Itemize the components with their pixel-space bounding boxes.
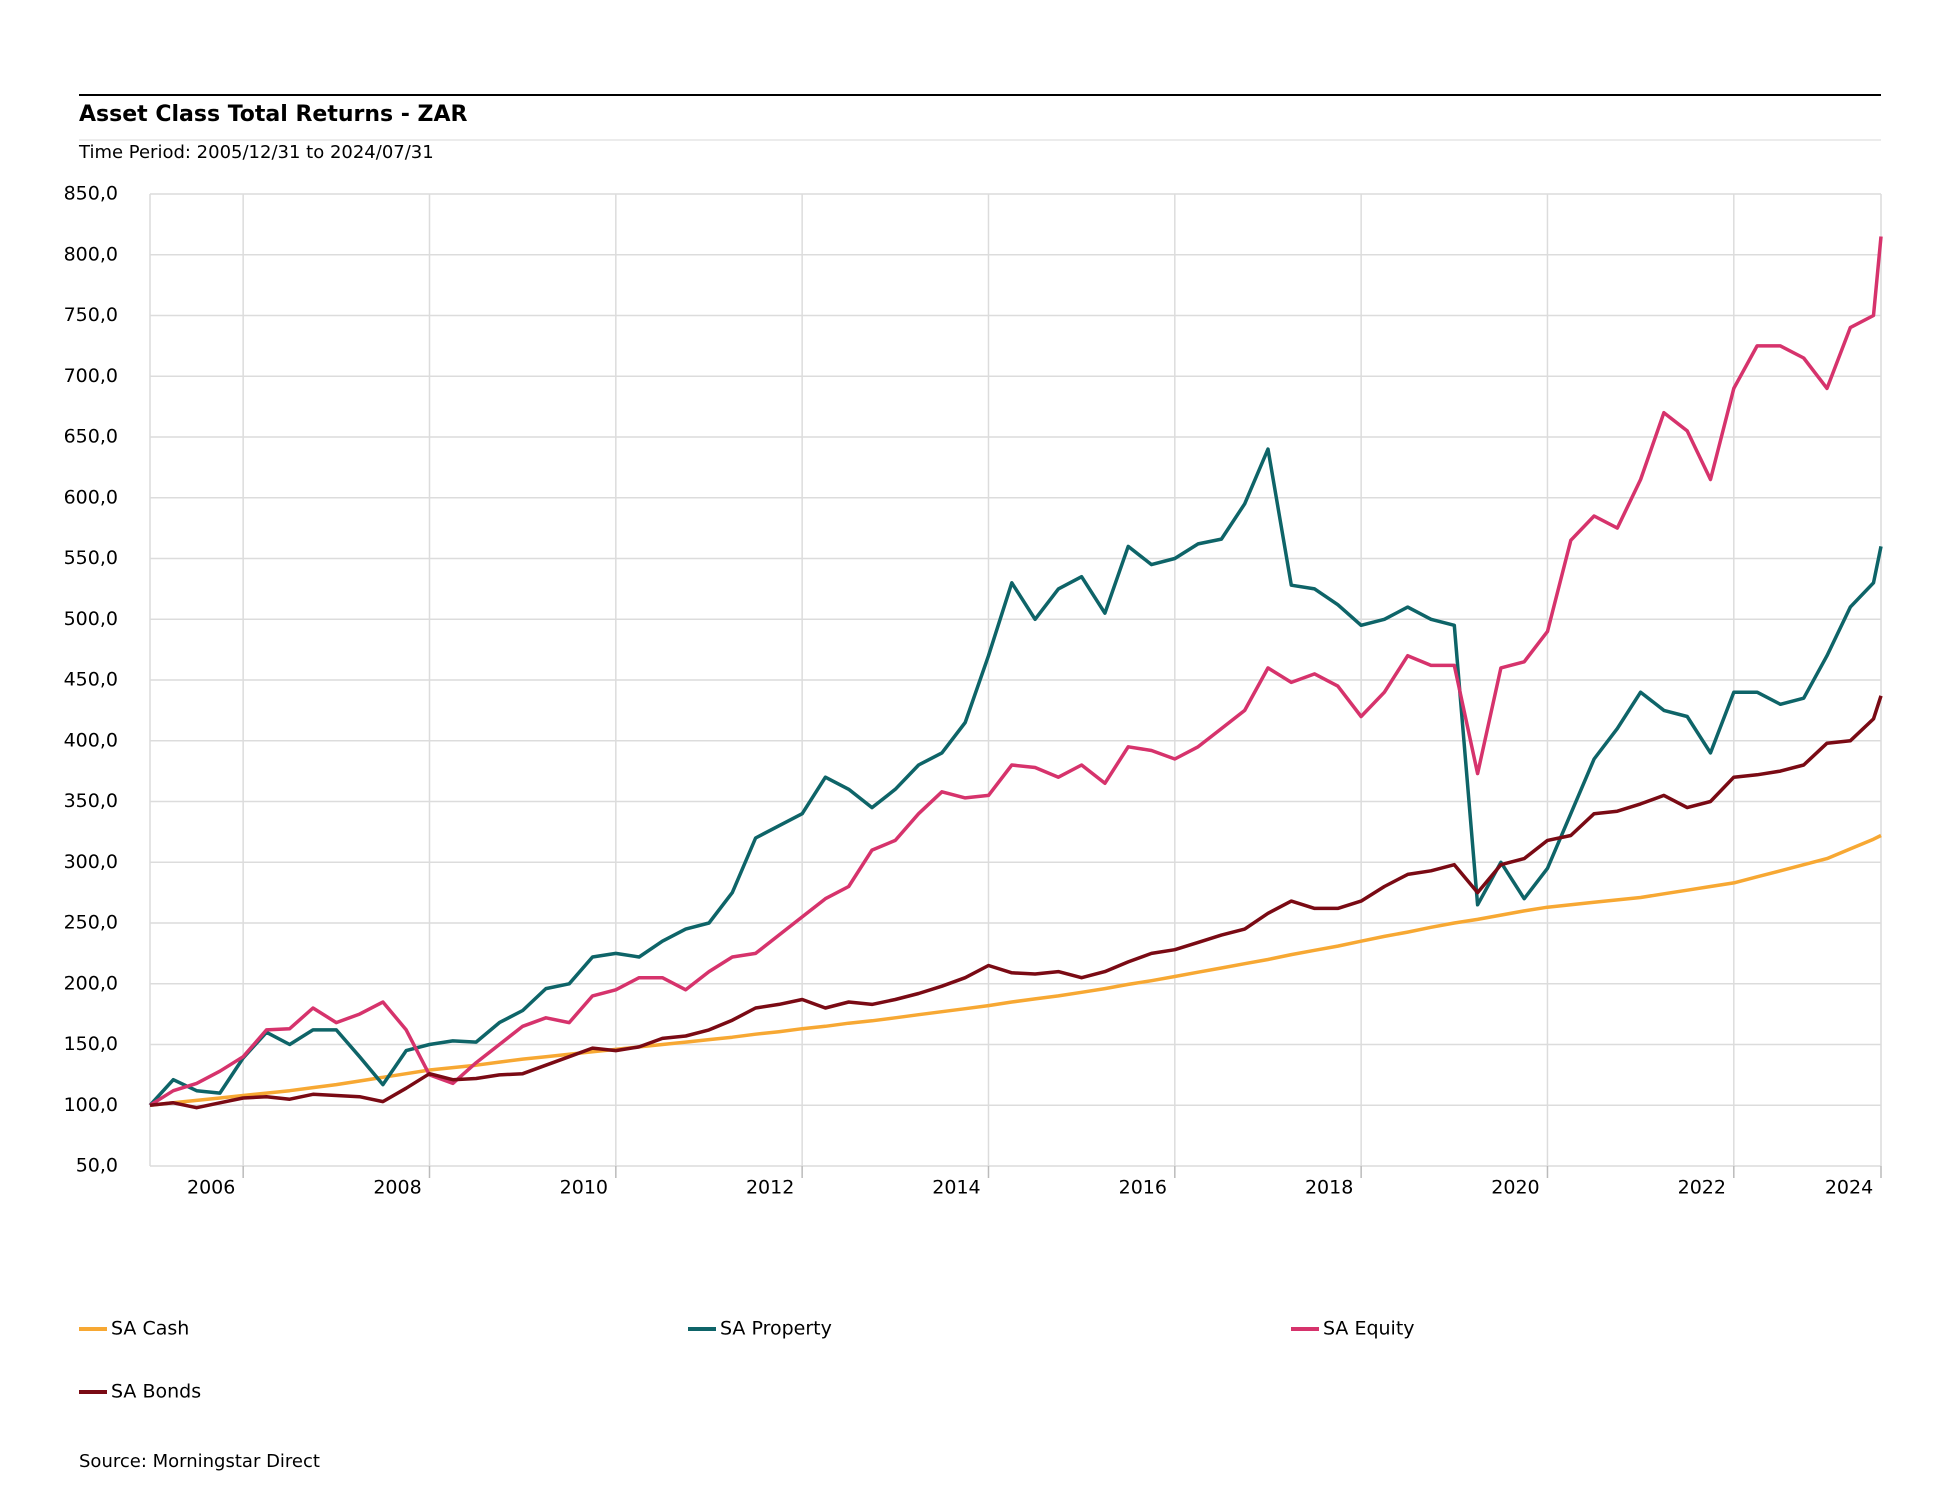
- y-tick-label: 650,0: [64, 426, 118, 448]
- series-line: [149, 833, 1882, 1108]
- y-tick-label: 850,0: [64, 183, 118, 205]
- x-tick-label: 2012: [746, 1177, 794, 1199]
- legend-label: SA Bonds: [111, 1381, 201, 1403]
- y-tick-label: 150,0: [64, 1033, 118, 1055]
- y-tick-label: 300,0: [64, 851, 118, 873]
- x-tick-label: 2010: [560, 1177, 608, 1199]
- x-tick-label: 2014: [932, 1177, 980, 1199]
- x-tick-label: 2020: [1491, 1177, 1539, 1199]
- x-tick-label: 2022: [1678, 1177, 1726, 1199]
- x-tick-label: 2018: [1305, 1177, 1353, 1199]
- y-tick-label: 700,0: [64, 365, 118, 387]
- legend-label: SA Cash: [111, 1318, 189, 1340]
- x-tick-label: 2024: [1825, 1177, 1873, 1199]
- y-tick-label: 450,0: [64, 669, 118, 691]
- y-tick-label: 100,0: [64, 1094, 118, 1116]
- x-tick-label: 2016: [1119, 1177, 1167, 1199]
- series-line: [149, 236, 1883, 1107]
- source-note: Source: Morningstar Direct: [79, 1451, 320, 1472]
- y-tick-label: 400,0: [64, 729, 118, 751]
- y-tick-label: 250,0: [64, 912, 118, 934]
- chart-title: Asset Class Total Returns - ZAR: [79, 102, 468, 127]
- series-line: [149, 695, 1883, 1110]
- y-tick-label: 800,0: [64, 243, 118, 265]
- y-tick-label: 750,0: [64, 304, 118, 326]
- x-tick-label: 2006: [187, 1177, 235, 1199]
- x-tick-label: 2008: [373, 1177, 421, 1199]
- series-line: [148, 447, 1883, 1107]
- chart-subtitle: Time Period: 2005/12/31 to 2024/07/31: [78, 142, 434, 163]
- y-tick-label: 600,0: [64, 486, 118, 508]
- y-tick-label: 550,0: [64, 547, 118, 569]
- legend-label: SA Equity: [1323, 1318, 1415, 1340]
- y-tick-label: 50,0: [76, 1155, 118, 1177]
- legend-label: SA Property: [720, 1318, 832, 1340]
- y-tick-label: 500,0: [64, 608, 118, 630]
- y-tick-label: 350,0: [64, 790, 118, 812]
- y-tick-label: 200,0: [64, 972, 118, 994]
